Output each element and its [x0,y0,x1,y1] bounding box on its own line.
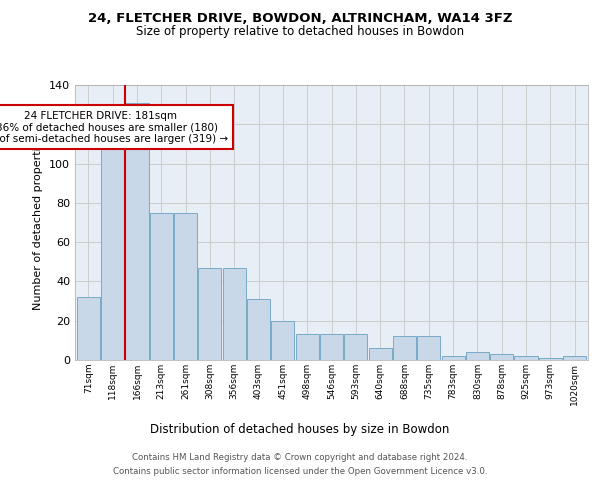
Bar [368,348,392,360]
Bar [77,297,100,360]
Bar [514,356,538,360]
Bar [393,336,416,360]
Bar [150,212,173,360]
Bar [563,356,586,360]
Text: Contains public sector information licensed under the Open Government Licence v3: Contains public sector information licen… [113,468,487,476]
Bar [125,102,149,360]
Bar [174,212,197,360]
Text: 24, FLETCHER DRIVE, BOWDON, ALTRINCHAM, WA14 3FZ: 24, FLETCHER DRIVE, BOWDON, ALTRINCHAM, … [88,12,512,26]
Bar [271,320,295,360]
Y-axis label: Number of detached properties: Number of detached properties [34,135,43,310]
Text: Distribution of detached houses by size in Bowdon: Distribution of detached houses by size … [151,422,449,436]
Bar [199,268,221,360]
Bar [101,136,124,360]
Bar [247,299,270,360]
Bar [223,268,246,360]
Bar [490,354,513,360]
Text: Contains HM Land Registry data © Crown copyright and database right 2024.: Contains HM Land Registry data © Crown c… [132,452,468,462]
Text: 24 FLETCHER DRIVE: 181sqm
← 36% of detached houses are smaller (180)
64% of semi: 24 FLETCHER DRIVE: 181sqm ← 36% of detac… [0,110,228,144]
Bar [417,336,440,360]
Text: Size of property relative to detached houses in Bowdon: Size of property relative to detached ho… [136,25,464,38]
Bar [320,334,343,360]
Bar [466,352,489,360]
Bar [442,356,464,360]
Bar [296,334,319,360]
Bar [539,358,562,360]
Bar [344,334,367,360]
